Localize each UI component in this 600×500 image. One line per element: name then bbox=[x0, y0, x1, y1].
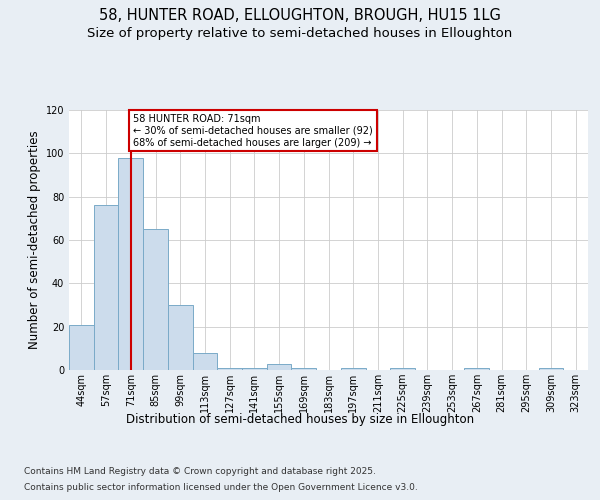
Y-axis label: Number of semi-detached properties: Number of semi-detached properties bbox=[28, 130, 41, 350]
Bar bbox=[390, 368, 415, 370]
Text: Contains HM Land Registry data © Crown copyright and database right 2025.: Contains HM Land Registry data © Crown c… bbox=[24, 468, 376, 476]
Text: Size of property relative to semi-detached houses in Elloughton: Size of property relative to semi-detach… bbox=[88, 28, 512, 40]
Text: Distribution of semi-detached houses by size in Elloughton: Distribution of semi-detached houses by … bbox=[126, 412, 474, 426]
Bar bbox=[242, 368, 267, 370]
Bar bbox=[267, 364, 292, 370]
Bar bbox=[539, 368, 563, 370]
Bar bbox=[341, 368, 365, 370]
Bar bbox=[69, 324, 94, 370]
Text: 58 HUNTER ROAD: 71sqm
← 30% of semi-detached houses are smaller (92)
68% of semi: 58 HUNTER ROAD: 71sqm ← 30% of semi-deta… bbox=[133, 114, 373, 148]
Bar bbox=[143, 229, 168, 370]
Bar bbox=[118, 158, 143, 370]
Bar bbox=[464, 368, 489, 370]
Bar bbox=[292, 368, 316, 370]
Text: Contains public sector information licensed under the Open Government Licence v3: Contains public sector information licen… bbox=[24, 484, 418, 492]
Bar bbox=[217, 368, 242, 370]
Bar bbox=[193, 352, 217, 370]
Text: 58, HUNTER ROAD, ELLOUGHTON, BROUGH, HU15 1LG: 58, HUNTER ROAD, ELLOUGHTON, BROUGH, HU1… bbox=[99, 8, 501, 22]
Bar bbox=[168, 305, 193, 370]
Bar bbox=[94, 206, 118, 370]
